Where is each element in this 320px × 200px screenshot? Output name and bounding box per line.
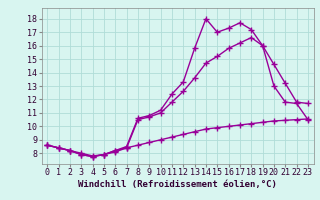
- X-axis label: Windchill (Refroidissement éolien,°C): Windchill (Refroidissement éolien,°C): [78, 180, 277, 189]
